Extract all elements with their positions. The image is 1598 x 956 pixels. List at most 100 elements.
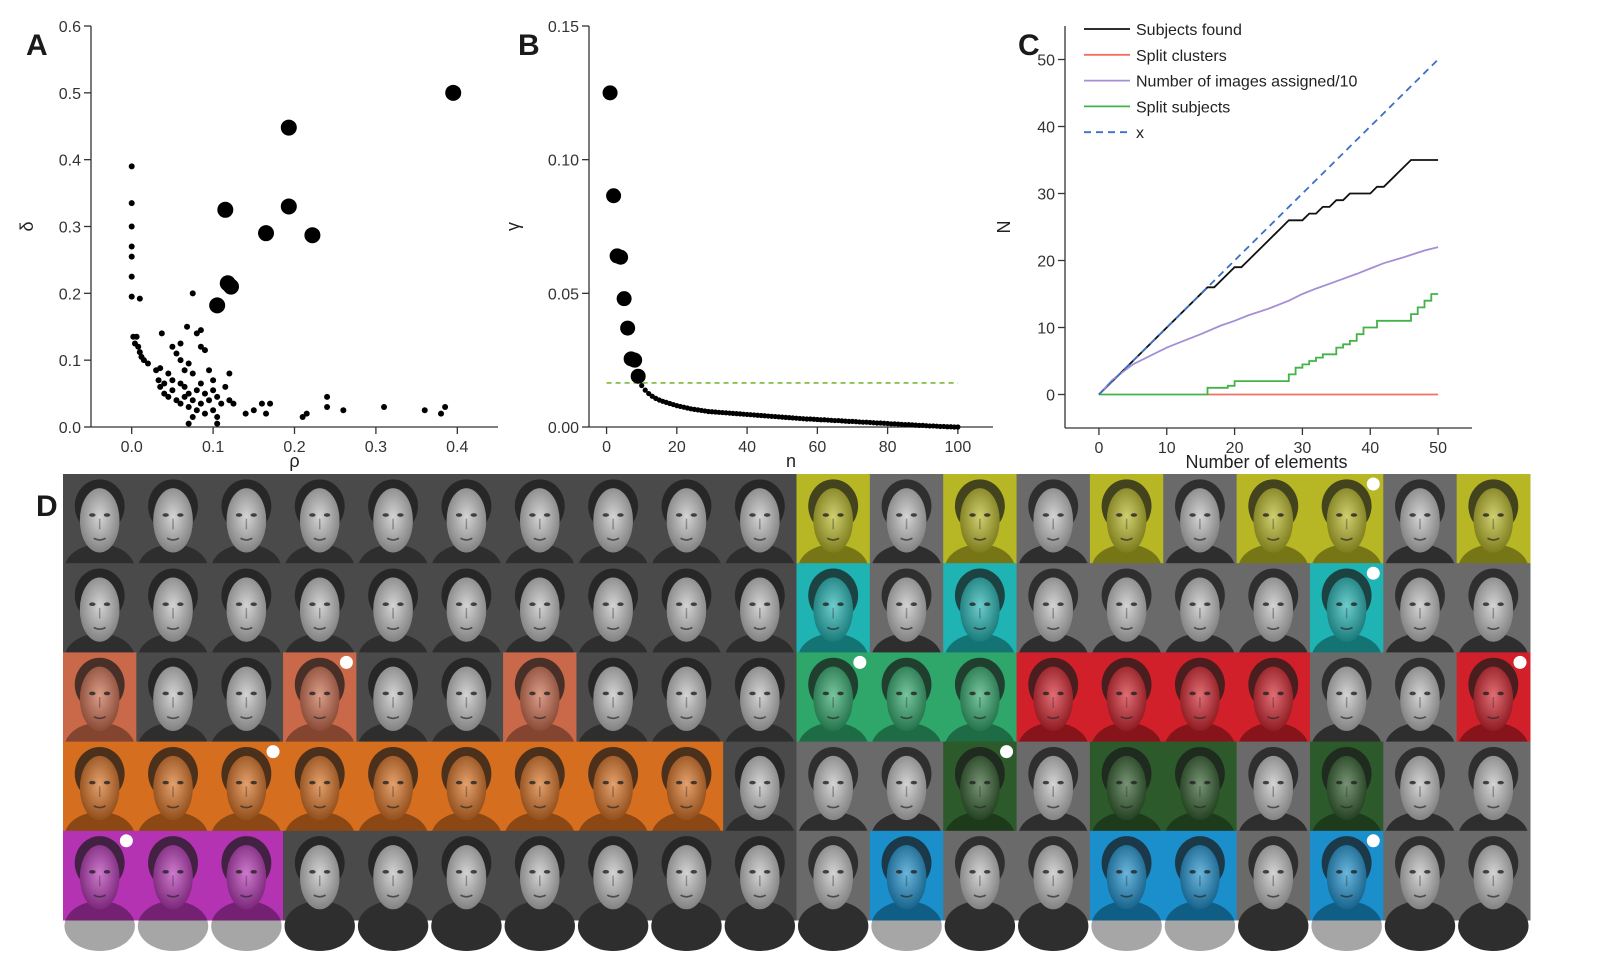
data-point [222,383,229,390]
eye [529,780,536,785]
eye [1204,602,1211,607]
eye [1424,602,1431,607]
eye [323,691,331,696]
eye [895,602,903,607]
face-shading [299,845,340,910]
x-axis-label: ρ [289,451,299,471]
face-shading [740,488,780,553]
data-point [189,370,196,377]
mouth [973,805,987,809]
y-tick-label: 0.10 [548,153,579,170]
data-point [381,403,388,410]
mouth [166,715,180,720]
y-axis-label: N [994,221,1014,234]
eye [749,513,756,517]
center-marker [853,655,867,669]
eye [910,602,918,607]
eye [162,780,169,785]
eye [323,513,331,517]
y-tick-label: 0.5 [59,86,81,103]
face-shading [1033,577,1074,642]
legend-label: Split subjects [1136,99,1230,116]
face-tile [63,830,137,951]
mouth [1046,715,1060,720]
eye [1482,513,1490,517]
eye [250,513,257,517]
eye [543,513,551,517]
x-tick-label: 50 [1429,440,1447,457]
data-point [185,360,192,367]
shoulders [651,901,722,951]
mouth [1340,626,1353,631]
eye [910,870,918,874]
y-tick-label: 0.1 [59,353,81,370]
face-shading [1400,577,1440,642]
face-tile [1456,741,1531,862]
face-tile [503,474,577,595]
x-tick-label: 100 [945,439,972,456]
face-tile [1456,652,1531,773]
shoulders [1091,901,1162,951]
eye [822,780,830,785]
eye [177,602,184,607]
x-tick-label: 40 [738,439,756,456]
eye [602,513,609,517]
face-shading [593,577,633,642]
mouth [1487,894,1500,898]
mouth [1340,805,1353,809]
mouth [680,715,693,720]
eye [837,513,844,517]
data-point [193,387,200,394]
eye [250,691,257,696]
face-shading [446,488,487,553]
eye [837,780,844,785]
data-point [136,295,143,302]
data-point [181,383,188,390]
face-shading [1033,755,1074,821]
mouth [1487,537,1500,541]
eye [1189,691,1196,696]
face-tile [1016,830,1091,951]
eye [1497,602,1504,607]
data-point [161,390,168,397]
mouth [460,805,473,809]
data-point [214,420,221,427]
face-shading [1473,845,1514,910]
eye [617,691,624,696]
mouth [1046,894,1060,898]
x-tick-label: 20 [1226,440,1244,457]
eye [1277,780,1284,785]
eye [250,602,257,607]
mouth [1120,537,1133,541]
eye [602,691,609,696]
mouth [680,537,693,541]
shoulders [1311,901,1382,951]
eye [162,870,169,874]
series-line [1098,159,1439,396]
eye [969,602,976,607]
y-tick-label: 40 [1037,120,1055,137]
face-tile [1163,830,1238,951]
eye [177,513,184,517]
face-shading [1106,577,1147,642]
eye [675,602,683,607]
mouth [1340,894,1353,898]
eye [470,691,477,696]
eye [675,513,683,517]
face-shading [1033,666,1074,731]
data-point [155,377,162,384]
face-shading [226,755,267,821]
mouth [1266,626,1280,631]
eye [602,780,609,785]
eye [1336,780,1343,785]
eye [1350,870,1358,874]
mouth [753,626,767,631]
data-point [128,223,135,230]
eye [382,780,389,785]
face-shading [593,488,633,553]
eye [1336,870,1343,874]
data-point [201,390,208,397]
eye [822,602,830,607]
mouth [826,805,840,809]
eye [690,602,698,607]
